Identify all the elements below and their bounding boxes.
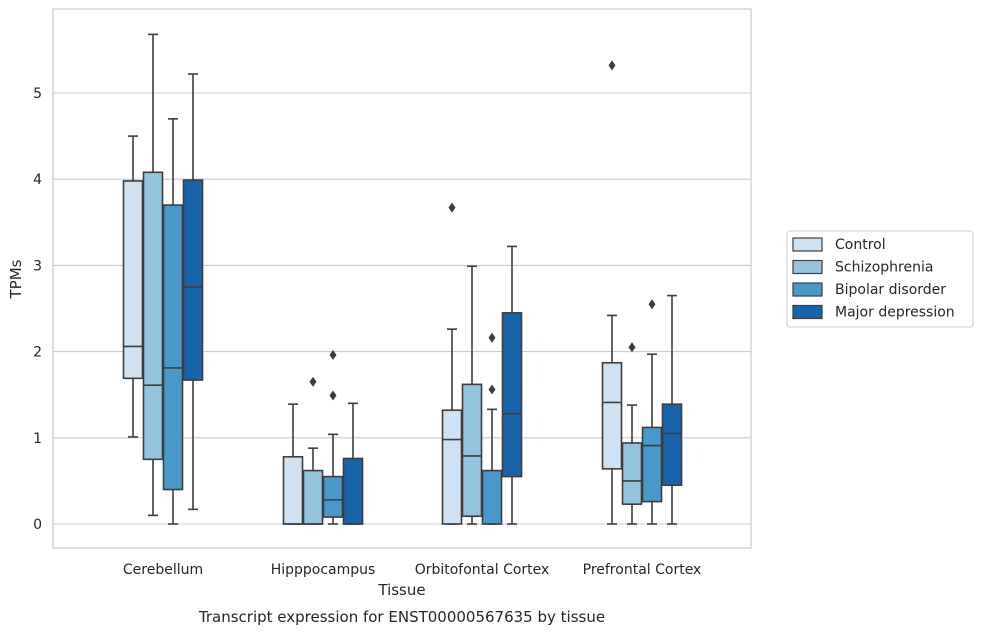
box-group <box>142 33 164 517</box>
box-iqr <box>481 469 503 525</box>
box-group <box>641 299 663 525</box>
box-iqr <box>182 179 204 381</box>
box-group <box>322 350 344 525</box>
box-group <box>182 73 204 511</box>
box-iqr <box>441 409 463 525</box>
x-axis-label: Tissue <box>377 581 425 599</box>
box-iqr <box>162 204 184 491</box>
box-iqr <box>342 457 364 525</box>
x-tick-label: Cerebellum <box>123 562 203 578</box>
box-group <box>601 60 623 525</box>
box-iqr <box>122 180 144 380</box>
box-iqr <box>601 362 623 470</box>
x-tick-label: Orbitofontal Cortex <box>415 562 550 578</box>
outlier-point <box>648 299 656 310</box>
box-group <box>342 402 364 525</box>
box-group <box>162 118 184 525</box>
box-group <box>661 294 683 525</box>
outlier-point <box>329 390 337 401</box>
legend-label: Bipolar disorder <box>835 282 946 298</box>
y-axis-label: TPMs <box>7 259 25 299</box>
outlier-point <box>488 384 496 395</box>
x-tick-label: Hipppocampus <box>271 562 376 578</box>
legend-label: Major depression <box>835 305 955 321</box>
box-iqr <box>322 475 344 518</box>
legend-swatch <box>792 259 823 275</box>
y-tick-label: 3 <box>33 258 42 274</box>
box-iqr <box>142 171 164 461</box>
box-group <box>621 342 643 525</box>
chart-caption: Transcript expression for ENST0000056763… <box>198 608 605 626</box>
outlier-point <box>628 342 636 353</box>
legend-label: Control <box>835 237 886 253</box>
box-group <box>282 403 304 525</box>
box-iqr <box>501 312 523 478</box>
outlier-point <box>329 350 337 361</box>
legend: Control Schizophrenia Bipolar disorder Majo… <box>786 230 974 328</box>
legend-swatch <box>792 282 823 297</box>
y-tick-label: 1 <box>33 431 42 447</box>
outlier-point <box>608 60 616 71</box>
box-iqr <box>461 383 483 518</box>
x-tick-labels: Cerebellum Hipppocampus Orbitofontal Corte… <box>123 562 701 578</box>
legend-frame <box>786 230 974 328</box>
outlier-point <box>448 202 456 213</box>
box-iqr <box>661 403 683 487</box>
box-iqr <box>302 469 324 525</box>
boxes <box>122 33 683 525</box>
y-tick-label: 4 <box>33 172 42 188</box>
box-group <box>302 376 324 525</box>
box-iqr <box>282 455 304 525</box>
box-group <box>481 332 503 525</box>
box-iqr <box>621 442 643 505</box>
legend-swatch <box>792 304 823 320</box>
box-group <box>441 202 463 525</box>
plot-frame <box>52 8 752 549</box>
y-tick-labels: 0 1 2 3 4 5 <box>33 86 42 533</box>
y-tick-label: 2 <box>33 345 42 361</box>
y-tick-label: 0 <box>33 517 42 533</box>
y-tick-label: 5 <box>33 86 42 102</box>
box-iqr <box>641 426 663 503</box>
legend-label: Schizophrenia <box>835 260 933 276</box>
box-group <box>461 265 483 525</box>
x-tick-label: Prefrontal Cortex <box>583 562 702 578</box>
legend-swatch <box>792 237 823 252</box>
outlier-point <box>309 376 317 387</box>
outlier-point <box>488 332 496 343</box>
box-group <box>122 135 144 438</box>
box-group <box>501 245 523 525</box>
